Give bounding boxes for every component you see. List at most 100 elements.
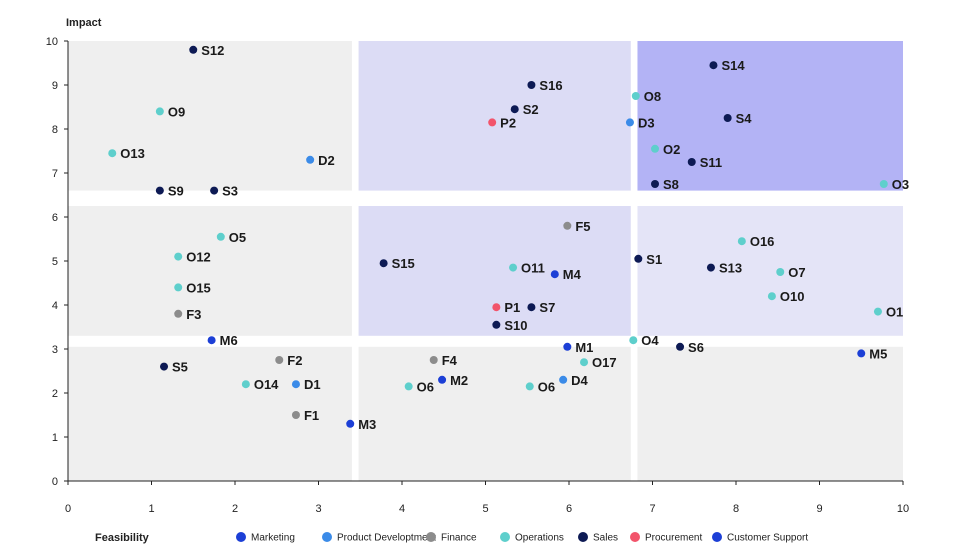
data-point-m1[interactable]: M1	[563, 340, 593, 355]
point-marker[interactable]	[108, 149, 117, 158]
data-point-s3[interactable]: S3	[210, 184, 238, 199]
point-marker[interactable]	[687, 158, 696, 166]
point-marker[interactable]	[306, 155, 315, 164]
point-marker[interactable]	[174, 283, 183, 292]
point-marker[interactable]	[429, 356, 438, 364]
point-marker[interactable]	[563, 342, 572, 351]
point-marker[interactable]	[629, 336, 638, 345]
point-marker[interactable]	[767, 292, 776, 301]
data-point-p2[interactable]: P2	[488, 115, 516, 130]
data-point-o17[interactable]: O17	[580, 355, 617, 370]
point-marker[interactable]	[346, 419, 355, 428]
data-point-f1[interactable]: F1	[291, 408, 319, 423]
data-point-m4[interactable]: M4	[550, 267, 582, 282]
data-point-m6[interactable]: M6	[207, 333, 238, 348]
legend-item-procurement[interactable]: Procurement	[630, 532, 702, 544]
point-marker[interactable]	[527, 303, 536, 312]
point-marker[interactable]	[155, 107, 164, 116]
data-point-d3[interactable]: D3	[625, 115, 655, 130]
point-marker[interactable]	[510, 105, 519, 114]
point-marker[interactable]	[207, 336, 216, 345]
point-marker[interactable]	[404, 382, 413, 391]
point-marker[interactable]	[631, 92, 640, 100]
point-marker[interactable]	[160, 362, 169, 371]
data-point-o15[interactable]: O15	[174, 280, 211, 295]
data-point-m2[interactable]: M2	[438, 373, 468, 388]
data-point-o11[interactable]: O11	[509, 261, 545, 276]
point-marker[interactable]	[723, 114, 732, 122]
point-marker[interactable]	[216, 232, 225, 241]
data-point-o7[interactable]: O7	[776, 265, 806, 280]
data-point-s2[interactable]: S2	[510, 102, 539, 117]
data-point-f3[interactable]: F3	[174, 307, 201, 322]
data-point-o10[interactable]: O10	[767, 289, 805, 304]
data-point-o5[interactable]: O5	[216, 230, 246, 245]
data-point-o2[interactable]: O2	[651, 142, 680, 157]
point-marker[interactable]	[525, 382, 534, 391]
data-point-s5[interactable]: S5	[160, 360, 188, 375]
data-point-o6[interactable]: O6	[525, 379, 555, 394]
point-marker[interactable]	[873, 307, 882, 316]
data-point-o4[interactable]: O4	[629, 333, 659, 348]
point-marker[interactable]	[879, 180, 888, 188]
point-marker[interactable]	[676, 342, 685, 351]
data-point-d4[interactable]: D4	[559, 373, 589, 388]
point-marker[interactable]	[189, 45, 198, 54]
point-marker[interactable]	[651, 180, 660, 188]
data-point-d1[interactable]: D1	[291, 377, 321, 392]
legend-item-product-developtment[interactable]: Product Developtment	[322, 532, 436, 544]
point-marker[interactable]	[379, 259, 388, 268]
data-point-m5[interactable]: M5	[857, 346, 887, 361]
point-marker[interactable]	[776, 268, 785, 276]
legend-item-marketing[interactable]: Marketing	[236, 532, 295, 544]
legend-item-customer-support[interactable]: Customer Support	[712, 532, 808, 544]
data-point-o12[interactable]: O12	[174, 250, 211, 265]
point-marker[interactable]	[625, 118, 634, 127]
point-marker[interactable]	[291, 411, 300, 419]
point-marker[interactable]	[174, 309, 183, 318]
data-point-f2[interactable]: F2	[275, 353, 302, 368]
data-point-o3[interactable]: O3	[879, 177, 909, 192]
point-marker[interactable]	[706, 263, 715, 272]
data-point-s4[interactable]: S4	[723, 111, 753, 126]
point-marker[interactable]	[241, 380, 250, 389]
legend-item-sales[interactable]: Sales	[578, 532, 618, 544]
data-point-s8[interactable]: S8	[651, 177, 679, 192]
point-marker[interactable]	[651, 144, 660, 153]
data-point-o1[interactable]: O1	[873, 305, 903, 320]
data-point-o16[interactable]: O16	[737, 234, 775, 249]
point-marker[interactable]	[737, 237, 746, 246]
data-point-s14[interactable]: S14	[709, 58, 745, 73]
data-point-d2[interactable]: D2	[306, 153, 335, 168]
data-point-o6[interactable]: O6	[404, 379, 434, 394]
data-point-s13[interactable]: S13	[706, 261, 742, 276]
data-point-s12[interactable]: S12	[189, 43, 224, 58]
point-marker[interactable]	[492, 303, 501, 312]
point-marker[interactable]	[155, 186, 164, 195]
data-point-s6[interactable]: S6	[676, 340, 704, 355]
point-marker[interactable]	[634, 254, 643, 263]
data-point-s10[interactable]: S10	[492, 318, 527, 333]
data-point-s16[interactable]: S16	[527, 78, 563, 93]
data-point-o9[interactable]: O9	[155, 104, 185, 119]
point-marker[interactable]	[291, 380, 300, 389]
point-marker[interactable]	[563, 221, 572, 230]
point-marker[interactable]	[492, 320, 501, 329]
legend-item-operations[interactable]: Operations	[500, 532, 564, 544]
data-point-m3[interactable]: M3	[346, 417, 376, 432]
data-point-f5[interactable]: F5	[563, 219, 591, 234]
point-marker[interactable]	[559, 375, 568, 384]
data-point-o14[interactable]: O14	[241, 377, 279, 392]
data-point-o8[interactable]: O8	[631, 89, 661, 104]
point-marker[interactable]	[857, 349, 866, 358]
point-marker[interactable]	[709, 61, 718, 70]
data-point-s11[interactable]: S11	[687, 155, 722, 170]
point-marker[interactable]	[488, 118, 497, 127]
data-point-s7[interactable]: S7	[527, 300, 555, 315]
point-marker[interactable]	[174, 252, 183, 261]
legend-item-finance[interactable]: Finance	[426, 532, 477, 544]
data-point-o13[interactable]: O13	[108, 146, 145, 161]
point-marker[interactable]	[275, 356, 284, 364]
data-point-f4[interactable]: F4	[429, 353, 458, 368]
data-point-s1[interactable]: S1	[634, 252, 662, 267]
